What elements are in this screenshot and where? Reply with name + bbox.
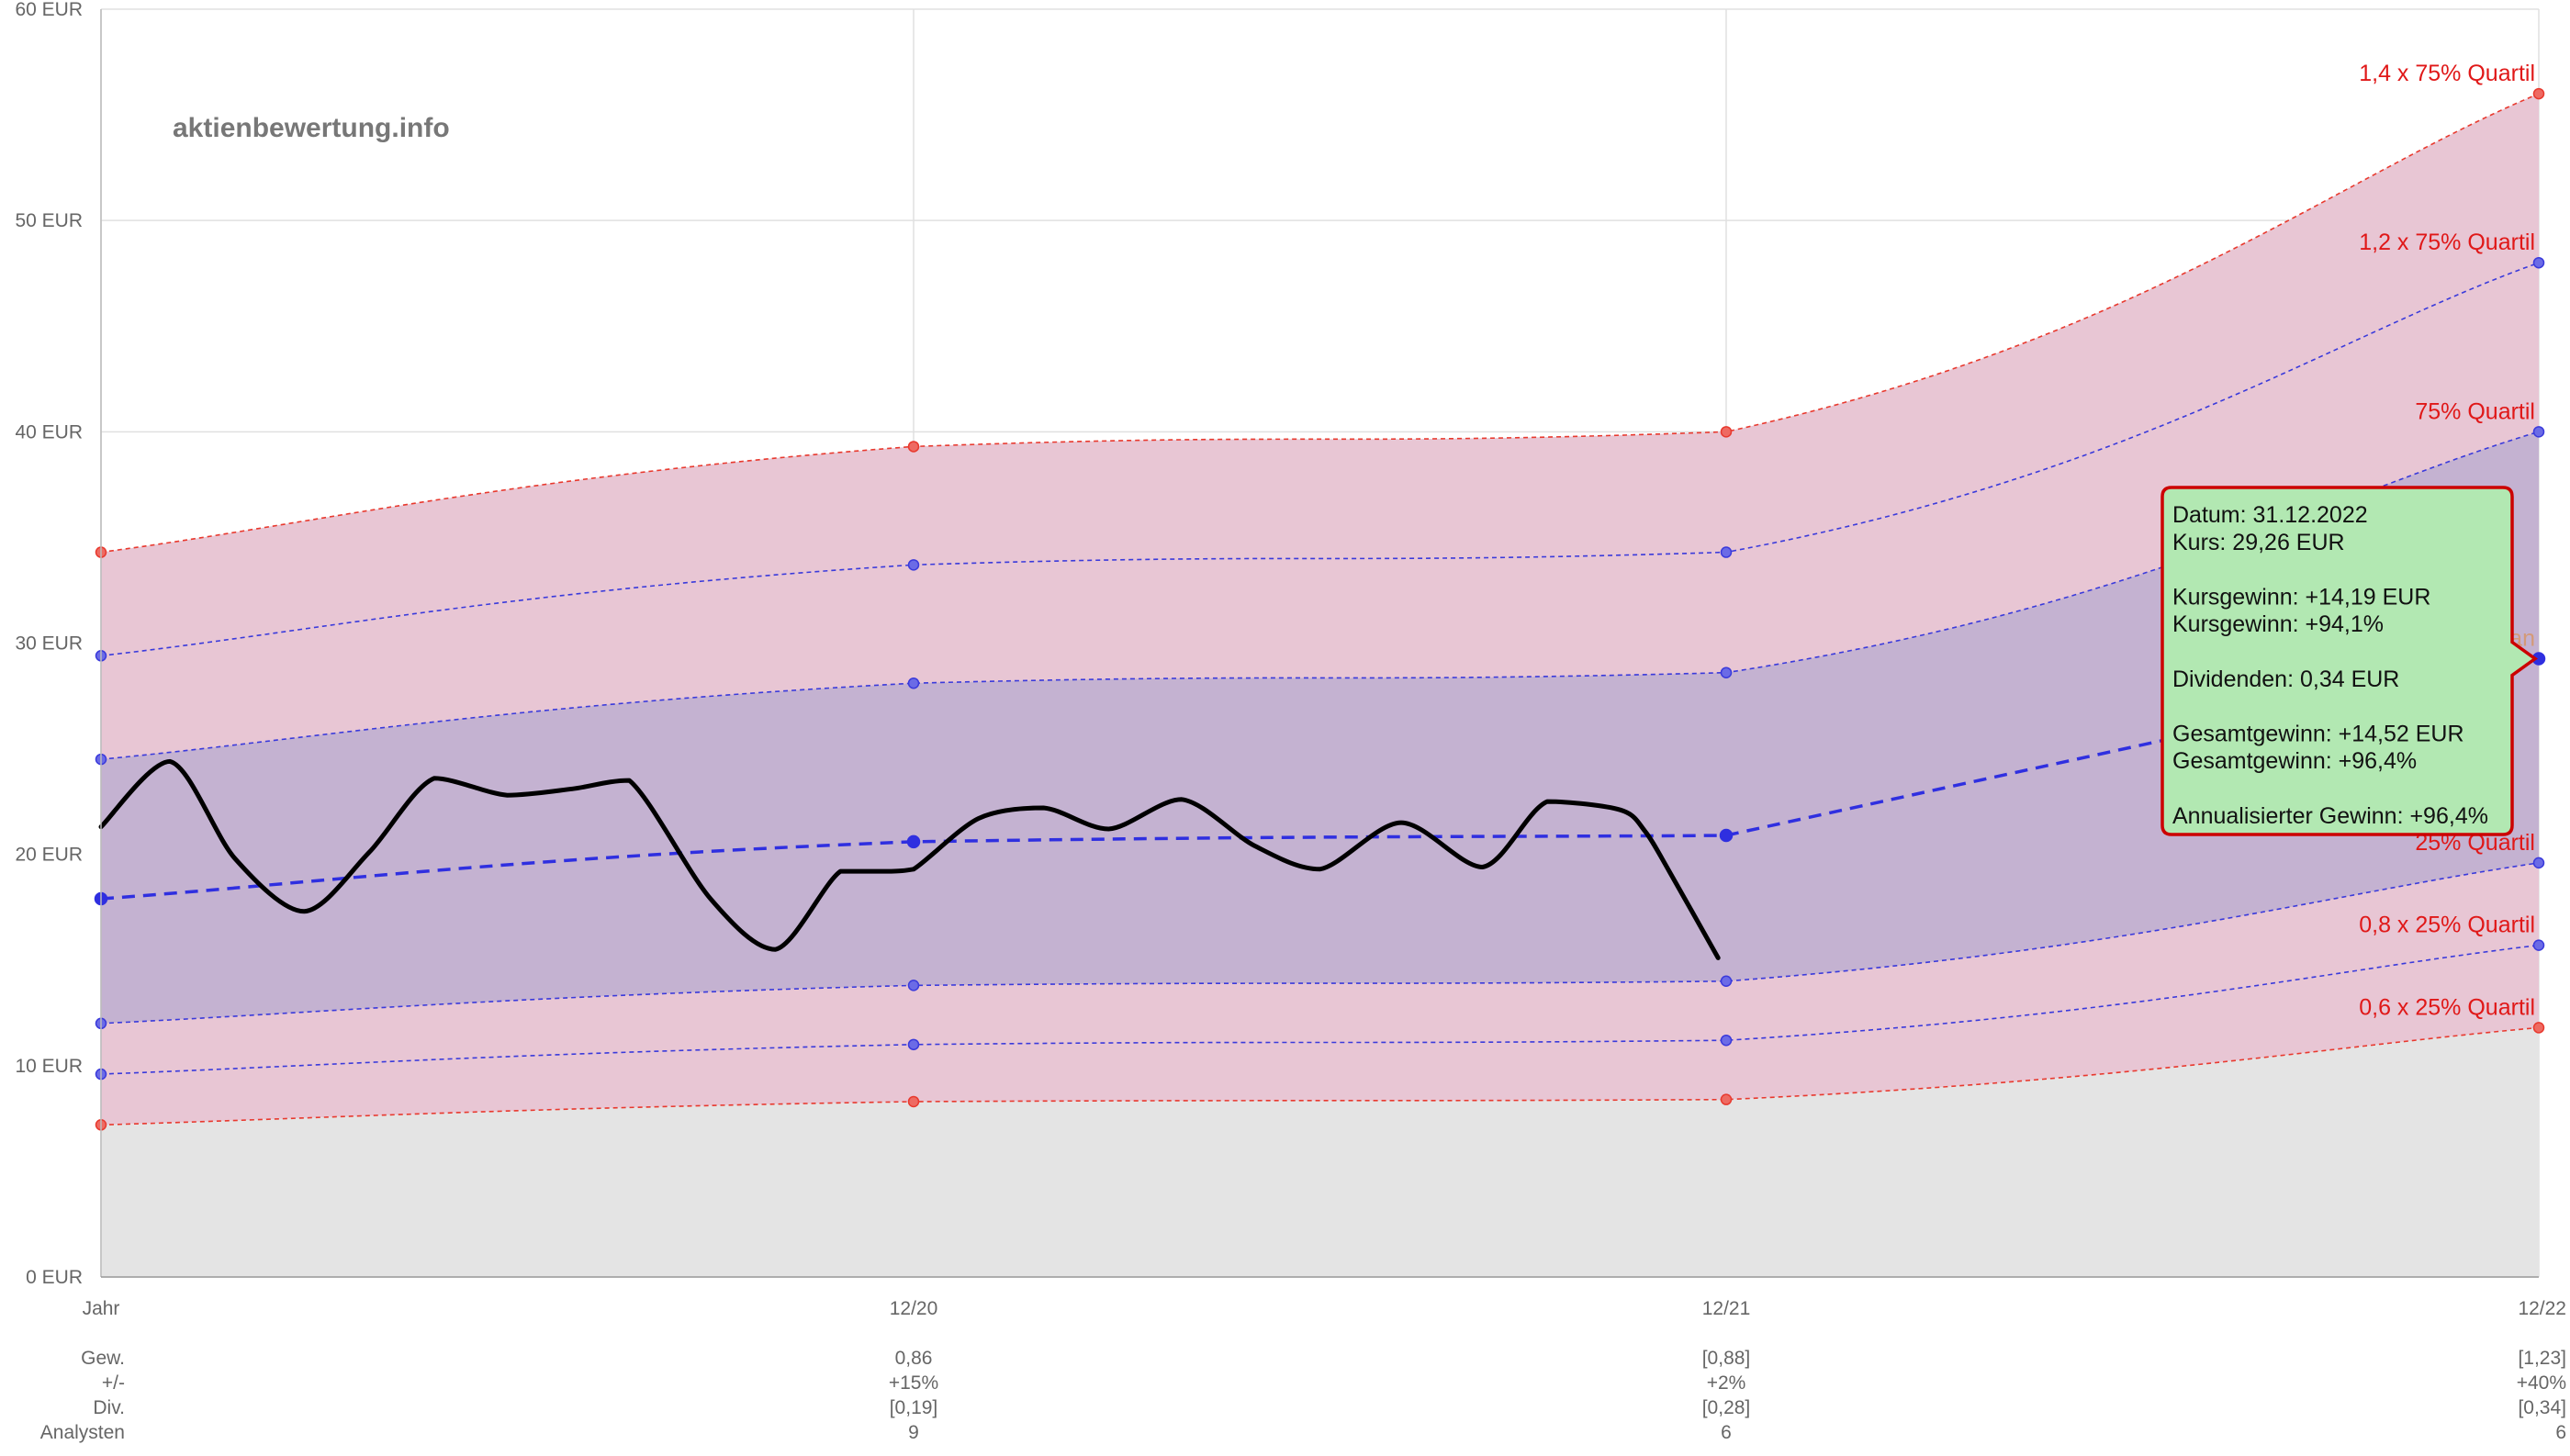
table-row-label: Div. bbox=[93, 1397, 125, 1418]
tooltip-line: Gesamtgewinn: +96,4% bbox=[2172, 748, 2417, 774]
table-row-label: +/- bbox=[102, 1372, 125, 1394]
table-row-label: Analysten bbox=[40, 1422, 125, 1443]
point-median bbox=[1719, 828, 1734, 843]
band-label-1-2-x-75-quartil: 1,2 x 75% Quartil bbox=[2359, 230, 2535, 255]
base-fill bbox=[101, 1027, 2539, 1277]
line-1-4-x-75-quartil bbox=[100, 93, 2540, 554]
line-0-6-x-25-quartil bbox=[100, 1026, 2540, 1126]
y-tick-label: 20 EUR bbox=[15, 845, 83, 866]
table-cell: +40% bbox=[2517, 1372, 2566, 1394]
x-tick-label: 12/22 bbox=[2518, 1298, 2566, 1319]
data-points bbox=[94, 87, 2546, 1131]
table-cell: 0,86 bbox=[895, 1348, 933, 1369]
point-25-quartil bbox=[907, 980, 920, 991]
point-1-2-x-75-quartil bbox=[907, 559, 920, 571]
y-tick-label: 30 EUR bbox=[15, 633, 83, 655]
table-cell: [0,88] bbox=[1702, 1348, 1751, 1369]
table-row-label: Gew. bbox=[81, 1348, 125, 1369]
point-median bbox=[906, 834, 921, 849]
tooltip-line: Gesamtgewinn: +14,52 EUR bbox=[2172, 721, 2464, 746]
x-tick-label: 12/21 bbox=[1702, 1298, 1751, 1319]
point-1-4-x-75-quartil bbox=[1720, 426, 1733, 438]
point-1-2-x-75-quartil bbox=[2532, 256, 2545, 269]
y-tick-label: 60 EUR bbox=[15, 0, 83, 20]
tooltip-line: Datum: 31.12.2022 bbox=[2172, 502, 2368, 528]
point-0-8-x-25-quartil bbox=[2532, 939, 2545, 951]
table-cell: 6 bbox=[1721, 1422, 1732, 1443]
price-line bbox=[98, 758, 1721, 960]
point-0-6-x-25-quartil bbox=[1720, 1093, 1733, 1105]
table-cell: [0,19] bbox=[890, 1397, 938, 1418]
tooltip-box bbox=[2160, 486, 2538, 836]
table-cell: [1,23] bbox=[2518, 1348, 2566, 1369]
point-75-quartil bbox=[907, 677, 920, 689]
tooltip-line: Kursgewinn: +14,19 EUR bbox=[2172, 584, 2430, 610]
price-series bbox=[98, 758, 1721, 960]
point-1-2-x-75-quartil bbox=[1720, 546, 1733, 558]
table-cell: 9 bbox=[908, 1422, 919, 1443]
point-0-8-x-25-quartil bbox=[1720, 1034, 1733, 1047]
data-table: Gew. +/- Div. Analysten 0,86 +15% [0,19] 9 [0,88… bbox=[40, 1348, 2566, 1443]
point-0-6-x-25-quartil bbox=[907, 1095, 920, 1108]
y-tick-label: 40 EUR bbox=[15, 421, 83, 442]
table-cell: [0,28] bbox=[1702, 1397, 1751, 1418]
table-cell: +15% bbox=[889, 1372, 938, 1394]
y-tick-label: 50 EUR bbox=[15, 210, 83, 231]
band-label-0-8-x-25-quartil: 0,8 x 25% Quartil bbox=[2359, 913, 2535, 938]
point-0-8-x-25-quartil bbox=[907, 1038, 920, 1051]
point-25-quartil bbox=[2532, 857, 2545, 869]
axes: 0 EUR 10 EUR 20 EUR 30 EUR 40 EUR 50 EUR 60 EU… bbox=[15, 0, 2566, 1319]
line-0-8-x-25-quartil bbox=[100, 944, 2540, 1075]
point-75-quartil bbox=[1720, 666, 1733, 678]
tooltip-line: Kursgewinn: +94,1% bbox=[2172, 611, 2384, 637]
x-tick-label: Jahr bbox=[83, 1298, 120, 1319]
y-tick-label: 0 EUR bbox=[26, 1267, 83, 1288]
table-cell: +2% bbox=[1707, 1372, 1746, 1394]
line-1-2-x-75-quartil bbox=[100, 262, 2540, 657]
band-label-1-4-x-75-quartil: 1,4 x 75% Quartil bbox=[2359, 61, 2535, 86]
point-1-4-x-75-quartil bbox=[2532, 87, 2545, 100]
point-1-4-x-75-quartil bbox=[907, 441, 920, 453]
point-75-quartil bbox=[2532, 426, 2545, 438]
inner-band-fill bbox=[101, 431, 2539, 1024]
band-fills bbox=[101, 94, 2539, 1277]
y-tick-label: 10 EUR bbox=[15, 1056, 83, 1077]
point-0-6-x-25-quartil bbox=[2532, 1022, 2545, 1034]
tooltip-line: Annualisierter Gewinn: +96,4% bbox=[2172, 803, 2488, 829]
watermark-text: aktienbewertung.info bbox=[173, 113, 450, 143]
x-tick-label: 12/20 bbox=[890, 1298, 938, 1319]
table-cell: [0,34] bbox=[2518, 1397, 2566, 1418]
tooltip-line: Dividenden: 0,34 EUR bbox=[2172, 666, 2399, 692]
tooltip-line: Kurs: 29,26 EUR bbox=[2172, 530, 2345, 555]
line-25-quartil bbox=[100, 862, 2540, 1025]
band-label-75-quartil: 75% Quartil bbox=[2415, 398, 2535, 424]
table-cell: 6 bbox=[2555, 1422, 2566, 1443]
point-25-quartil bbox=[1720, 975, 1733, 988]
band-label-0-6-x-25-quartil: 0,6 x 25% Quartil bbox=[2359, 994, 2535, 1020]
band-labels: 1,4 x 75% Quartil 1,2 x 75% Quartil 75% Qu… bbox=[2359, 61, 2535, 1020]
